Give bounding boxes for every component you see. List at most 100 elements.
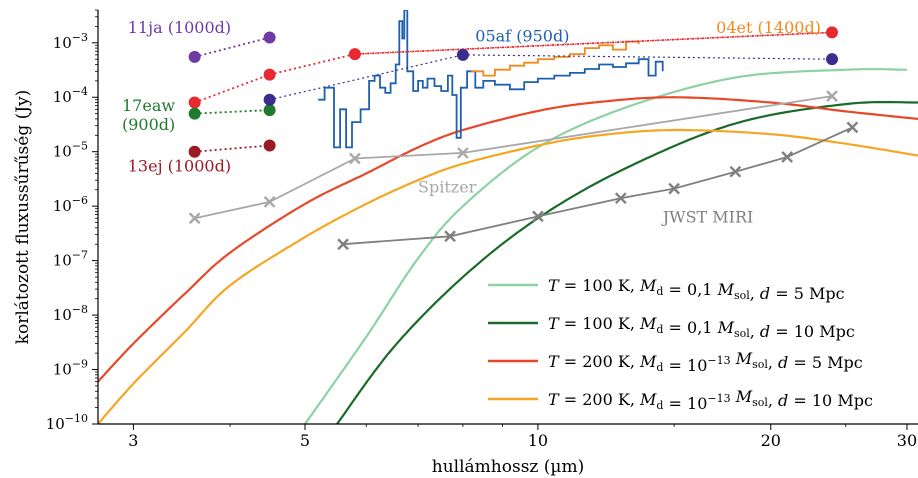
legend-text-part: = 0,1 — [663, 280, 712, 299]
x-axis-label: hullámhossz (µm) — [432, 457, 584, 477]
legend-text-part: M — [639, 352, 657, 371]
x-tick-label-1: 5 — [300, 431, 310, 450]
legend-text-part: , — [768, 353, 778, 372]
y-tick-exponent: −5 — [72, 140, 88, 153]
limit-marker-0-1 — [263, 196, 276, 208]
y-tick-exponent: −8 — [72, 303, 88, 316]
photometry-point-1-1 — [263, 68, 276, 81]
legend-text-part: = 0,1 — [663, 318, 712, 337]
legend-text-part: d — [656, 399, 663, 412]
legend-text-part: d — [778, 391, 788, 410]
y-tick-label-4: 10−6 — [53, 194, 88, 215]
legend-text-part: = 5 Mpc — [770, 284, 844, 303]
limit-marker-1-1 — [444, 230, 456, 243]
limit-marker-0-4 — [826, 90, 838, 102]
y-tick-exponent: −3 — [72, 31, 88, 44]
y-tick-base: 10 — [46, 415, 65, 433]
legend-text-part: , — [750, 322, 760, 341]
limit-marker-1-6 — [781, 151, 794, 163]
x-tick-label-3: 20 — [761, 431, 781, 450]
y-tick-label-0: 10−10 — [46, 412, 88, 433]
dotted-link-1 — [462, 54, 833, 60]
spectrum-1 — [471, 40, 640, 77]
legend-text-part: = 5 Mpc — [788, 353, 862, 372]
y-tick-base: 10 — [53, 361, 72, 379]
legend-text-part: T — [548, 390, 560, 409]
legend-text-part: d — [760, 322, 770, 341]
series-label-7: JWST MIRI — [661, 208, 754, 227]
y-tick-exponent: −10 — [65, 412, 88, 425]
limit-lines — [188, 90, 859, 251]
photometry-line-2 — [194, 109, 270, 115]
photometry-point-0-0 — [188, 50, 201, 63]
y-tick-base: 10 — [53, 252, 72, 270]
y-tick-base: 10 — [53, 143, 72, 161]
model-curve-3 — [98, 128, 918, 424]
legend-text-part: sol — [752, 358, 768, 371]
y-tick-base: 10 — [53, 88, 72, 106]
x-tick-label-0: 3 — [128, 431, 138, 450]
limit-marker-1-2 — [532, 210, 544, 223]
legend-text-part: sol — [734, 327, 750, 340]
y-tick-base: 10 — [53, 34, 72, 52]
y-tick-exponent: −9 — [72, 358, 88, 371]
y-tick-label-1: 10−9 — [53, 358, 88, 379]
x-tick-label-4: 30 — [897, 431, 917, 450]
series-label-2: 05af (950d) — [475, 27, 569, 46]
legend-text-part: d — [656, 323, 663, 336]
y-tick-exponent: −4 — [72, 85, 88, 98]
legend-text-part: = 10 — [663, 394, 707, 413]
dotted-link-0 — [269, 54, 464, 101]
legend-text-part: = 200 K, — [559, 352, 640, 371]
limit-marker-0-3 — [457, 147, 469, 159]
legend-text-part: T — [548, 352, 560, 371]
spectra — [318, 10, 664, 149]
model-curves — [98, 68, 918, 424]
legend-text-part: , — [768, 391, 778, 410]
series-label-6: Spitzer — [418, 177, 477, 196]
legend-text-part: = 10 Mpc — [788, 391, 873, 410]
series-label-1: 04et (1400d) — [716, 18, 821, 37]
y-tick-base: 10 — [53, 197, 72, 215]
y-tick-exponent: −7 — [72, 249, 88, 262]
legend-entry-2: T = 200 K, Md = 10−13 Msol, d = 5 Mpc — [548, 349, 863, 375]
legend-entry-1: T = 100 K, Md = 0,1 Msol, d = 10 Mpc — [548, 314, 855, 341]
legend-text-part: T — [548, 276, 560, 295]
legend-text-part: M — [639, 314, 657, 333]
legend-text-part: d — [656, 285, 663, 298]
photometry-point-3-0 — [188, 145, 201, 158]
limit-line-1 — [343, 126, 853, 246]
y-tick-label-3: 10−7 — [53, 249, 88, 270]
legend-text-part: −13 — [707, 392, 730, 405]
y-tick-label-7: 10−3 — [53, 31, 88, 52]
legend-entry-3: T = 200 K, Md = 10−13 Msol, d = 10 Mpc — [548, 387, 873, 413]
photometry-point-3-1 — [263, 139, 276, 152]
photometry-point-4-1 — [456, 48, 469, 61]
legend-text-part: sol — [734, 289, 750, 302]
y-tick-base: 10 — [53, 306, 72, 324]
photometry — [188, 26, 839, 158]
y-tick-exponent: −6 — [72, 194, 88, 207]
legend-text-part: d — [760, 284, 770, 303]
legend-text-part: T — [548, 314, 560, 333]
model-curve-0 — [304, 68, 907, 424]
limit-marker-1-4 — [668, 182, 680, 195]
y-tick-label-6: 10−4 — [53, 85, 88, 106]
legend-text-part: d — [778, 353, 788, 372]
spectrum-0 — [318, 10, 664, 149]
photometry-point-1-2 — [348, 48, 361, 61]
series-label-0: 11ja (1000d) — [128, 18, 231, 37]
limit-marker-0-2 — [349, 152, 361, 165]
legend-text-part: = 100 K, — [559, 276, 640, 295]
photometry-point-2-0 — [188, 107, 201, 120]
y-tick-label-5: 10−5 — [53, 140, 88, 161]
photometry-point-0-1 — [263, 31, 276, 44]
model-curve-1 — [336, 101, 918, 424]
legend-entry-0: T = 100 K, Md = 0,1 Msol, d = 5 Mpc — [548, 276, 845, 303]
limit-marker-1-7 — [846, 121, 859, 134]
y-axis-label: korlátozott fluxussűrűség (Jy) — [13, 90, 33, 345]
legend-text-part: d — [656, 361, 663, 374]
